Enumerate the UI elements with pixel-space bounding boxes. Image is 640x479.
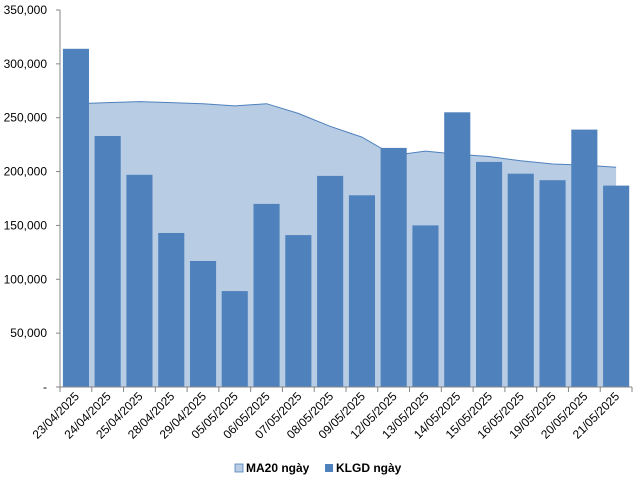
klgd-bar	[253, 203, 280, 387]
y-tick-label: 350,000	[4, 3, 48, 17]
y-tick-label: 150,000	[4, 218, 48, 232]
legend-label-klgd: KLGD ngày	[336, 461, 402, 475]
klgd-bar	[444, 112, 471, 388]
y-tick-label: 300,000	[4, 57, 48, 71]
y-tick-label: 200,000	[4, 165, 48, 179]
klgd-bar	[62, 48, 89, 388]
axes	[56, 9, 633, 392]
klgd-bar	[348, 195, 375, 387]
legend: MA20 ngày KLGD ngày	[234, 461, 402, 475]
klgd-bar	[380, 147, 407, 387]
klgd-bar	[539, 180, 566, 387]
y-tick-label: 250,000	[4, 111, 48, 125]
legend-label-ma20: MA20 ngày	[246, 461, 310, 475]
x-tick-labels: 23/04/202524/04/202525/04/202528/04/2025…	[30, 389, 623, 442]
klgd-bar	[285, 235, 312, 387]
y-tick-labels: - 50,000 100,000 150,000 200,000 250,000 300,0…	[4, 3, 48, 394]
klgd-bar	[412, 225, 439, 387]
klgd-bar	[507, 173, 534, 387]
klgd-bar	[603, 185, 630, 387]
y-tick-label: 50,000	[10, 326, 47, 340]
klgd-bar	[126, 174, 153, 387]
y-tick-label: -	[43, 380, 47, 394]
ma20-area-layer	[75, 101, 617, 387]
klgd-bar	[190, 261, 217, 387]
klgd-bar	[476, 161, 503, 387]
klgd-bar-layer	[62, 48, 630, 388]
legend-swatch-ma20	[234, 463, 244, 473]
klgd-bar	[158, 233, 185, 387]
ma20-line	[75, 101, 617, 168]
klgd-bar	[221, 291, 248, 387]
klgd-bar	[94, 136, 121, 387]
ma20-area	[75, 101, 617, 387]
y-tick-label: 100,000	[4, 272, 48, 286]
klgd-bar	[317, 175, 344, 387]
klgd-bar	[571, 129, 598, 387]
legend-swatch-klgd	[325, 464, 333, 472]
